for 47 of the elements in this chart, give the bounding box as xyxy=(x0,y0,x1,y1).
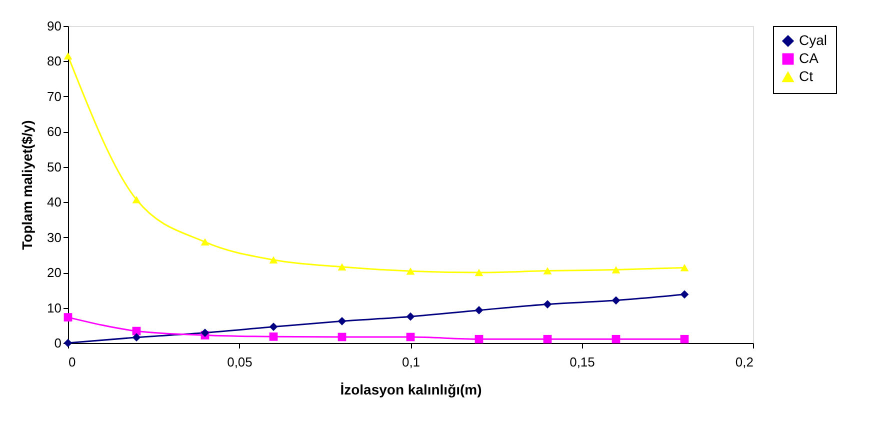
point xyxy=(200,238,210,246)
x-tick-label: 0,05 xyxy=(227,354,252,370)
point xyxy=(680,264,689,272)
point xyxy=(132,196,141,204)
point xyxy=(612,334,620,344)
point xyxy=(338,332,346,342)
point xyxy=(680,290,689,299)
y-axis-title: Toplam maliyet($/y) xyxy=(19,120,36,250)
x-tick-label: 0 xyxy=(68,354,76,370)
point xyxy=(474,306,484,314)
point xyxy=(269,256,278,264)
point xyxy=(543,334,552,344)
point xyxy=(543,300,552,308)
point xyxy=(474,268,484,276)
point xyxy=(612,266,620,274)
y-tick-label: 10 xyxy=(47,300,62,316)
point xyxy=(612,296,620,305)
x-tick-label: 0,1 xyxy=(402,354,420,370)
point xyxy=(64,52,72,60)
x-tick-label: 0,15 xyxy=(570,354,595,370)
point xyxy=(269,332,278,341)
point xyxy=(64,313,72,322)
point xyxy=(406,268,415,275)
legend-label: CA xyxy=(799,50,820,66)
x-tick-label: 0,2 xyxy=(735,354,754,370)
x-axis-title: İzolasyon kalınlığı(m) xyxy=(340,382,482,398)
y-tick-label: 60 xyxy=(47,124,62,140)
y-tick-label: 80 xyxy=(47,54,62,69)
y-tick-label: 40 xyxy=(47,194,62,210)
y-tick-label: 50 xyxy=(47,159,62,174)
y-tick-label: 90 xyxy=(47,18,62,34)
y-tick-label: 20 xyxy=(47,265,62,280)
y-tick-label: 70 xyxy=(47,88,62,104)
point xyxy=(338,263,346,271)
point xyxy=(406,312,415,321)
point xyxy=(543,267,552,274)
point xyxy=(680,334,689,344)
legend-label: Ct xyxy=(799,68,814,84)
point xyxy=(200,328,210,337)
point xyxy=(269,322,278,331)
point xyxy=(132,333,141,342)
point xyxy=(406,332,415,342)
legend-label: Cyal xyxy=(799,32,828,48)
point xyxy=(474,334,484,344)
y-tick-label: 30 xyxy=(47,230,62,245)
y-tick-label: 0 xyxy=(54,336,62,350)
point xyxy=(338,316,346,326)
